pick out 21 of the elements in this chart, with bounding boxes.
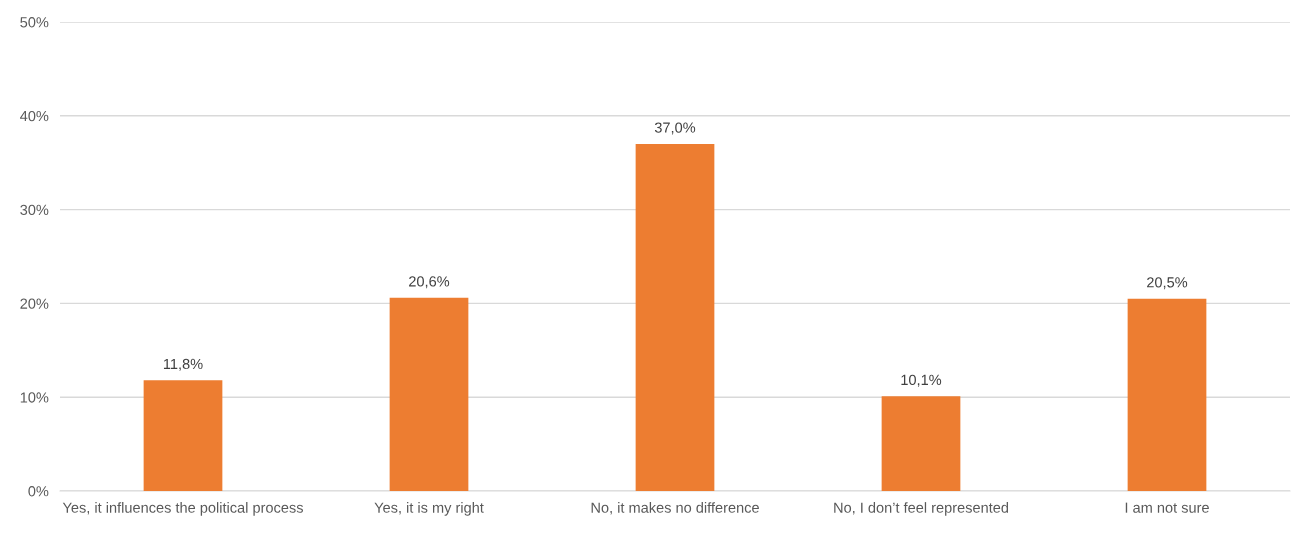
bar bbox=[389, 297, 469, 491]
y-tick-label: 20% bbox=[20, 298, 49, 309]
y-tick-label: 50% bbox=[20, 17, 49, 28]
x-tick-label: I am not sure bbox=[1125, 502, 1209, 513]
bar bbox=[143, 380, 223, 491]
x-tick-label: No, I don’t feel represented bbox=[834, 502, 1009, 516]
bar bbox=[881, 396, 961, 491]
bar bbox=[635, 143, 715, 491]
x-tick-label: No, it makes no difference bbox=[591, 502, 759, 515]
y-tick-label: 0% bbox=[28, 486, 49, 497]
y-tick-label: 30% bbox=[20, 204, 49, 216]
data-label: 20,5% bbox=[1147, 277, 1188, 290]
data-label: 11,8% bbox=[163, 358, 203, 371]
y-tick-label: 40% bbox=[20, 110, 49, 122]
data-label: 20,6% bbox=[409, 276, 450, 289]
data-label: 10,1% bbox=[901, 374, 942, 387]
data-label: 37,0% bbox=[654, 122, 696, 135]
bar bbox=[1127, 298, 1207, 491]
x-tick-label: Yes, it influences the political process bbox=[62, 502, 303, 516]
y-tick-label: 10% bbox=[20, 392, 49, 403]
x-tick-label: Yes, it is my right bbox=[374, 502, 484, 516]
